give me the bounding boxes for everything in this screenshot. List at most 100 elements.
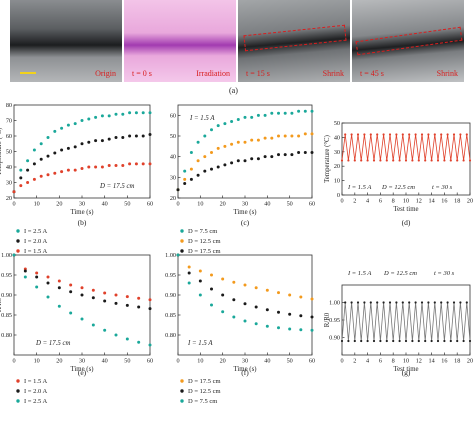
data-point-e-teal — [46, 295, 50, 299]
x-tick-label-b: 40 — [102, 201, 108, 208]
x-tick-label-b: 10 — [34, 201, 40, 208]
y-tick-label-e: 0.95 — [1, 272, 12, 279]
y-tick-label-f: 1.00 — [165, 252, 176, 259]
data-point-e-black — [103, 299, 107, 303]
cycle-point-d — [449, 159, 452, 162]
x-axis-label-e: Time (s) — [71, 366, 94, 373]
x-tick-label-b: 0 — [12, 201, 15, 208]
data-point-f-black — [265, 308, 269, 312]
data-point-e-black — [114, 301, 118, 305]
data-point-f-teal — [254, 322, 258, 326]
x-tick-label-c: 10 — [197, 201, 203, 208]
legend-marker-b — [16, 239, 20, 243]
cycle-point-g — [356, 301, 360, 304]
data-point-b-teal — [39, 142, 43, 146]
data-point-b-teal — [87, 117, 91, 121]
data-point-c-orange — [277, 134, 280, 138]
cycle-point-d — [456, 159, 459, 162]
data-point-c-teal — [203, 134, 207, 138]
data-point-f-teal — [243, 319, 247, 323]
data-point-c-orange — [216, 146, 220, 150]
panel-label-b: (b) — [78, 218, 87, 227]
legend-marker-c — [180, 229, 184, 233]
cycle-point-g — [417, 339, 420, 343]
y-tick-label-c: 30 — [170, 174, 176, 181]
data-point-e-black — [148, 307, 152, 311]
cycle-point-d — [446, 133, 449, 136]
data-point-c-teal — [230, 120, 234, 124]
data-point-c-teal — [196, 140, 200, 144]
photo-shrink-15s: t = 15 s Shrink — [238, 0, 350, 82]
annotation-g: I = 1.5 A — [347, 270, 371, 277]
data-point-e-teal — [80, 317, 84, 321]
data-point-c-black — [277, 153, 280, 157]
photo-label-shrink-45s: Shrink — [436, 69, 458, 78]
data-point-b-teal — [19, 168, 23, 172]
data-point-b-teal — [60, 126, 64, 130]
cycle-point-g — [366, 339, 369, 343]
data-point-c-orange — [243, 140, 247, 144]
y-tick-label-b: 50 — [6, 149, 12, 156]
cycle-point-g — [347, 339, 350, 343]
panel-label-c: (c) — [241, 218, 250, 227]
data-point-b-black — [39, 157, 43, 161]
x-tick-label-c: 40 — [264, 201, 270, 208]
data-point-b-teal — [53, 129, 57, 133]
x-tick-label-g: 14 — [429, 358, 435, 365]
data-point-e-teal — [69, 311, 73, 315]
data-point-f-teal — [265, 324, 269, 328]
cycle-point-g — [456, 339, 459, 343]
cycle-point-g — [372, 339, 376, 343]
y-axis-label-e: R/R0 — [0, 297, 3, 312]
data-point-c-teal — [263, 113, 267, 117]
y-tick-label-g: 0.95 — [329, 317, 340, 324]
cycle-point-d — [379, 159, 382, 162]
data-point-c-black — [236, 159, 240, 163]
cycle-point-g — [363, 301, 366, 304]
data-point-c-teal — [283, 111, 287, 115]
panel-label-e: (e) — [78, 368, 87, 377]
y-tick-label-b: 20 — [6, 195, 12, 202]
cycle-point-g — [468, 339, 472, 343]
x-tick-label-c: 60 — [309, 201, 315, 208]
data-point-c-black — [183, 182, 187, 186]
data-point-b-red — [128, 162, 132, 166]
y-tick-label-b: 60 — [6, 133, 12, 140]
cycle-point-d — [363, 133, 366, 136]
annotation-e: D = 17.5 cm — [35, 340, 71, 347]
data-point-e-red — [125, 295, 129, 299]
scale-bar — [20, 72, 36, 74]
data-point-b-red — [87, 165, 91, 169]
y-tick-label-b: 70 — [6, 118, 12, 125]
data-point-e-black — [46, 281, 50, 285]
data-point-e-teal — [125, 337, 129, 341]
data-point-b-black — [80, 142, 84, 146]
x-axis-label-d: Test time — [393, 206, 418, 213]
data-point-c-black — [176, 188, 180, 192]
data-point-b-red — [12, 190, 16, 194]
data-point-c-black — [283, 153, 287, 157]
y-tick-label-e: 0.80 — [1, 332, 12, 339]
data-point-f-orange — [254, 286, 258, 290]
y-tick-label-d: 0 — [337, 192, 340, 199]
data-point-b-black — [114, 136, 118, 140]
x-tick-label-d: 4 — [366, 198, 369, 205]
data-point-b-red — [26, 181, 30, 184]
data-point-c-teal — [250, 115, 254, 119]
data-point-b-red — [148, 162, 152, 166]
y-tick-label-d: 10 — [334, 178, 340, 185]
cycle-point-g — [369, 301, 372, 304]
x-axis-label-f: Time (s) — [234, 366, 257, 373]
data-point-c-black — [310, 151, 314, 155]
y-tick-label-f: 0.80 — [165, 332, 176, 339]
legend-label-f: D = 12.5 cm — [188, 388, 221, 395]
photo-shrink-45s: t = 45 s Shrink — [352, 0, 464, 82]
y-tick-label-c: 50 — [170, 133, 176, 140]
cycle-point-d — [360, 159, 363, 162]
data-point-e-black — [23, 269, 27, 273]
legend-marker-c — [180, 239, 184, 243]
data-point-c-black — [290, 153, 294, 157]
cycle-point-g — [353, 339, 356, 343]
cycle-line-d — [341, 134, 471, 161]
data-point-b-red — [94, 165, 98, 169]
